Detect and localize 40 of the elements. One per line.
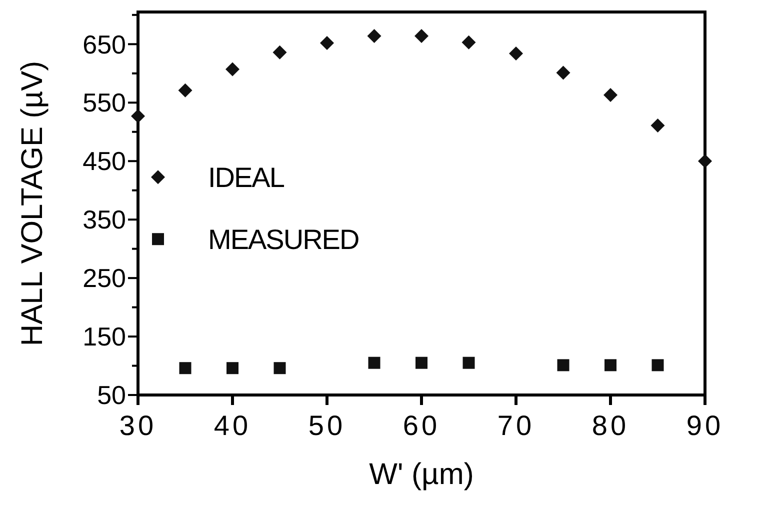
point [226,62,240,76]
y-tick-label: 650 [82,29,126,60]
y-axis-title: HALL VOLTAGE (µV) [16,60,49,346]
x-tick-label: 30 [119,410,157,441]
x-tick-label: 80 [592,410,630,441]
point [320,36,334,50]
x-tick-label: 50 [308,410,346,441]
x-axis-title: W' (µm) [369,458,474,491]
point [652,359,664,372]
point [650,118,665,132]
point [179,362,192,374]
point [226,362,238,374]
point [178,83,192,98]
point [509,46,523,61]
point [557,359,570,372]
legend-label: MEASURED [208,224,359,255]
y-tick-label: 350 [82,204,126,235]
point [274,362,286,374]
point [414,28,428,43]
point [556,66,570,80]
x-tick-label: 90 [686,410,724,441]
point [416,356,428,369]
point [131,109,145,124]
point [367,28,382,43]
x-tick-label: 70 [497,410,535,441]
legend-label: IDEAL [208,162,284,193]
point [698,154,712,168]
y-tick-label: 450 [82,146,126,176]
x-tick-label: 40 [214,410,252,441]
point [604,88,618,102]
point [604,359,616,372]
y-tick-label: 550 [82,88,126,118]
y-tick-label: 250 [82,263,126,294]
point [368,356,380,369]
y-tick-label: 150 [82,322,126,352]
point [462,356,475,369]
point [462,35,476,50]
y-tick-label: 50 [97,380,126,410]
x-tick-label: 60 [402,410,440,441]
point [272,45,287,60]
